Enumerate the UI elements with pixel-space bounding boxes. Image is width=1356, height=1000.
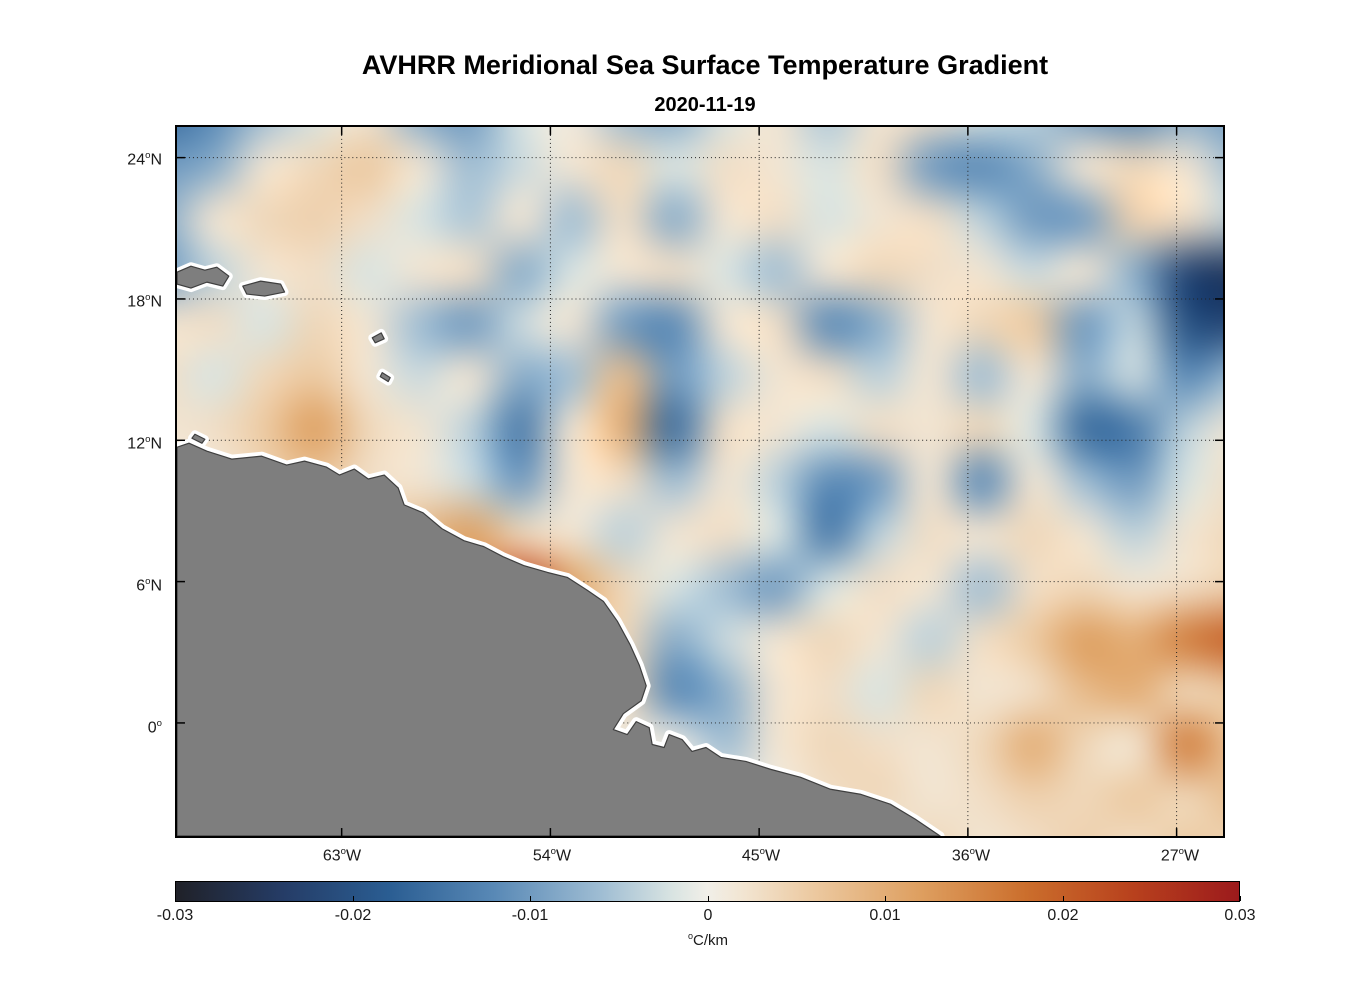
- x-tick-label: 54oW: [510, 846, 594, 865]
- colorbar-tick-label: 0.02: [1047, 907, 1079, 924]
- land-overlay: [177, 262, 945, 836]
- degree-symbol: o: [1178, 846, 1185, 857]
- axes-tick-marks: [177, 127, 1223, 836]
- colorbar-tick-mark: [175, 896, 176, 901]
- tick-number: 54: [532, 847, 551, 865]
- tick-hemisphere: N: [150, 293, 162, 311]
- colorbar-tick-mark: [1062, 896, 1064, 901]
- chart-date-subtitle: 2020-11-19: [654, 94, 756, 116]
- tick-hemisphere: W: [765, 847, 781, 865]
- colorbar-unit-label: oC/km: [608, 931, 808, 949]
- island-puerto-rico: [242, 280, 286, 297]
- tick-number: 27: [1160, 847, 1179, 865]
- tick-number: 0: [147, 719, 157, 737]
- colorbar-tick-label: -0.03: [156, 907, 194, 924]
- colorbar-tick-label: 0.03: [1224, 907, 1256, 924]
- colorbar-tick-label: -0.02: [334, 907, 372, 924]
- colorbar-tick-mark: [352, 896, 354, 901]
- tick-number: 24: [127, 151, 146, 169]
- island-lesser-antilles-2: [379, 372, 391, 383]
- tick-hemisphere: W: [1184, 847, 1200, 865]
- island-hispaniola: [177, 265, 230, 289]
- tick-hemisphere: W: [556, 847, 572, 865]
- x-tick-label: 45oW: [719, 846, 803, 865]
- y-tick-label: 24oN: [100, 145, 162, 171]
- colorbar-tick-mark: [885, 896, 886, 901]
- y-tick-label: 0o: [100, 713, 162, 739]
- x-tick-label: 63oW: [300, 846, 384, 865]
- tick-hemisphere: W: [346, 847, 362, 865]
- colorbar-tick-label: -0.01: [511, 907, 549, 924]
- degree-symbol: o: [759, 846, 766, 857]
- tick-number: 36: [951, 847, 970, 865]
- x-tick-label: 36oW: [929, 846, 1013, 865]
- degree-symbol: o: [145, 292, 151, 303]
- map-plot-area: [175, 125, 1225, 838]
- chart-title: AVHRR Meridional Sea Surface Temperature…: [361, 50, 1049, 80]
- unit-text: C/km: [693, 932, 728, 949]
- colorbar-gradient: [175, 881, 1240, 902]
- tick-hemisphere: N: [150, 435, 162, 453]
- y-tick-label: 12oN: [100, 429, 162, 455]
- tick-number: 12: [127, 435, 146, 453]
- degree-symbol: o: [969, 846, 976, 857]
- colorbar-tick-label: 0: [703, 907, 713, 924]
- island-lesser-antilles-1: [371, 332, 385, 344]
- tick-hemisphere: N: [150, 151, 162, 169]
- degree-symbol: o: [156, 718, 162, 729]
- island-curacao: [191, 433, 206, 444]
- degree-symbol: o: [145, 434, 151, 445]
- degree-symbol: o: [340, 846, 347, 857]
- colorbar-tick-mark: [530, 896, 531, 901]
- degree-symbol: o: [145, 150, 151, 161]
- x-tick-label: 27oW: [1138, 846, 1222, 865]
- tick-hemisphere: N: [150, 577, 162, 595]
- tick-number: 18: [127, 293, 146, 311]
- colorbar-tick-mark: [707, 896, 709, 901]
- degree-symbol: o: [550, 846, 557, 857]
- land-mass-south-america: [177, 442, 941, 836]
- y-tick-label: 6oN: [100, 571, 162, 597]
- colorbar-tick-mark: [1240, 896, 1241, 901]
- tick-number: 63: [322, 847, 341, 865]
- tick-number: 45: [741, 847, 760, 865]
- degree-symbol: o: [687, 931, 693, 941]
- degree-symbol: o: [145, 576, 151, 587]
- y-tick-label: 18oN: [100, 287, 162, 313]
- colorbar-tick-label: 0.01: [869, 907, 901, 924]
- tick-hemisphere: W: [975, 847, 991, 865]
- tick-number: 6: [136, 577, 146, 595]
